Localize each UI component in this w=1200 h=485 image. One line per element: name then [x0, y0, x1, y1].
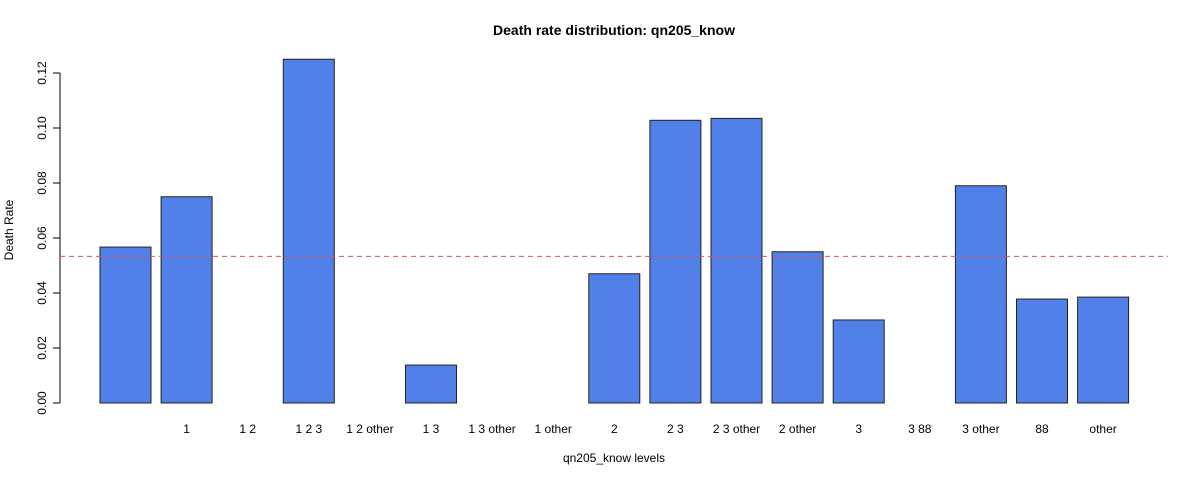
- y-tick-label: 0.06: [35, 226, 49, 250]
- x-tick-label: 1 2: [239, 422, 256, 436]
- x-tick-label: 2: [611, 422, 618, 436]
- y-tick-label: 0.12: [35, 61, 49, 85]
- x-tick-label: 2 3 other: [713, 422, 760, 436]
- x-tick-label: 1 3: [423, 422, 440, 436]
- bar: [160, 196, 213, 404]
- x-tick-label: 1 2 3: [295, 422, 322, 436]
- y-tick-label: 0.02: [35, 336, 49, 360]
- bar: [832, 319, 885, 404]
- bar: [771, 251, 824, 404]
- y-axis-label: Death Rate: [2, 199, 16, 260]
- x-tick-label: other: [1089, 422, 1116, 436]
- x-axis-label: qn205_know levels: [563, 451, 665, 465]
- x-tick-label: 3 88: [908, 422, 932, 436]
- x-tick-label: 1: [183, 422, 190, 436]
- x-tick-label: 1 other: [535, 422, 572, 436]
- bar: [710, 117, 763, 404]
- y-tick-label: 0.00: [35, 391, 49, 415]
- bar: [649, 119, 702, 404]
- x-tick-label: 1 2 other: [346, 422, 393, 436]
- x-tick-label: 3 other: [962, 422, 999, 436]
- x-tick-label: 3: [855, 422, 862, 436]
- bar: [588, 273, 641, 404]
- bar: [99, 246, 152, 404]
- y-tick-label: 0.04: [35, 281, 49, 305]
- x-tick-label: 88: [1035, 422, 1049, 436]
- bar: [282, 58, 335, 404]
- chart-title: Death rate distribution: qn205_know: [493, 22, 735, 38]
- bar: [1077, 296, 1130, 404]
- x-tick-label: 1 3 other: [468, 422, 515, 436]
- bar: [405, 364, 457, 404]
- bar: [954, 185, 1007, 404]
- bar: [1016, 298, 1068, 404]
- x-tick-label: 2 other: [779, 422, 816, 436]
- bars-group: [99, 58, 1130, 404]
- x-tick-label: 2 3: [667, 422, 684, 436]
- y-tick-label: 0.08: [35, 171, 49, 195]
- x-tick-labels: 1 1 2 1 2 3 1 2 other 1 3 1 3 other 1 other 2 2 …: [183, 422, 1117, 436]
- y-tick-label: 0.10: [35, 116, 49, 140]
- y-axis: 0.00 0.02 0.04 0.06 0.08 0.10 0.12: [35, 61, 61, 415]
